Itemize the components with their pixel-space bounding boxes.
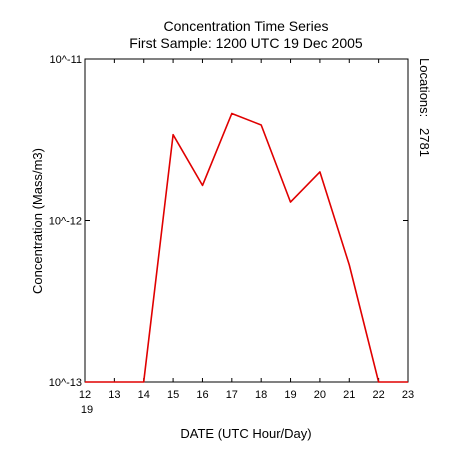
y-tick-label: 10^-13: [49, 377, 82, 389]
x-tick-label: 12: [79, 389, 91, 401]
x-tick-labels: 12 13 14 15 16 17 18 19 20 21 22 23: [79, 389, 414, 401]
x-axis-label: DATE (UTC Hour/Day): [180, 426, 311, 441]
x-tick-label: 14: [138, 389, 150, 401]
plot-frame: [84, 58, 409, 383]
x-tick-label: 23: [402, 389, 414, 401]
y-tick-labels: 10^-11 10^-12 10^-13: [49, 54, 82, 389]
x-tick-label: 16: [196, 389, 208, 401]
x-tick-label: 20: [314, 389, 326, 401]
x-tick-label: 19: [284, 389, 296, 401]
locations-value: 2781: [417, 128, 432, 157]
x-day-label: 19: [81, 404, 93, 416]
x-tick-label: 17: [226, 389, 238, 401]
locations-label: Locations:: [417, 58, 432, 117]
x-tick-label: 18: [255, 389, 267, 401]
chart-subtitle: First Sample: 1200 UTC 19 Dec 2005: [129, 35, 363, 51]
series-line: [85, 112, 408, 383]
axis-ticks: [84, 58, 409, 383]
x-tick-label: 13: [108, 389, 120, 401]
y-axis-label: Concentration (Mass/m3): [30, 148, 45, 294]
y-tick-label: 10^-11: [50, 54, 82, 66]
x-tick-label: 15: [167, 389, 179, 401]
series-group: [85, 112, 408, 383]
x-tick-label: 21: [343, 389, 355, 401]
y-tick-label: 10^-12: [49, 216, 82, 228]
chart-title: Concentration Time Series: [164, 18, 329, 34]
x-tick-label: 22: [373, 389, 385, 401]
